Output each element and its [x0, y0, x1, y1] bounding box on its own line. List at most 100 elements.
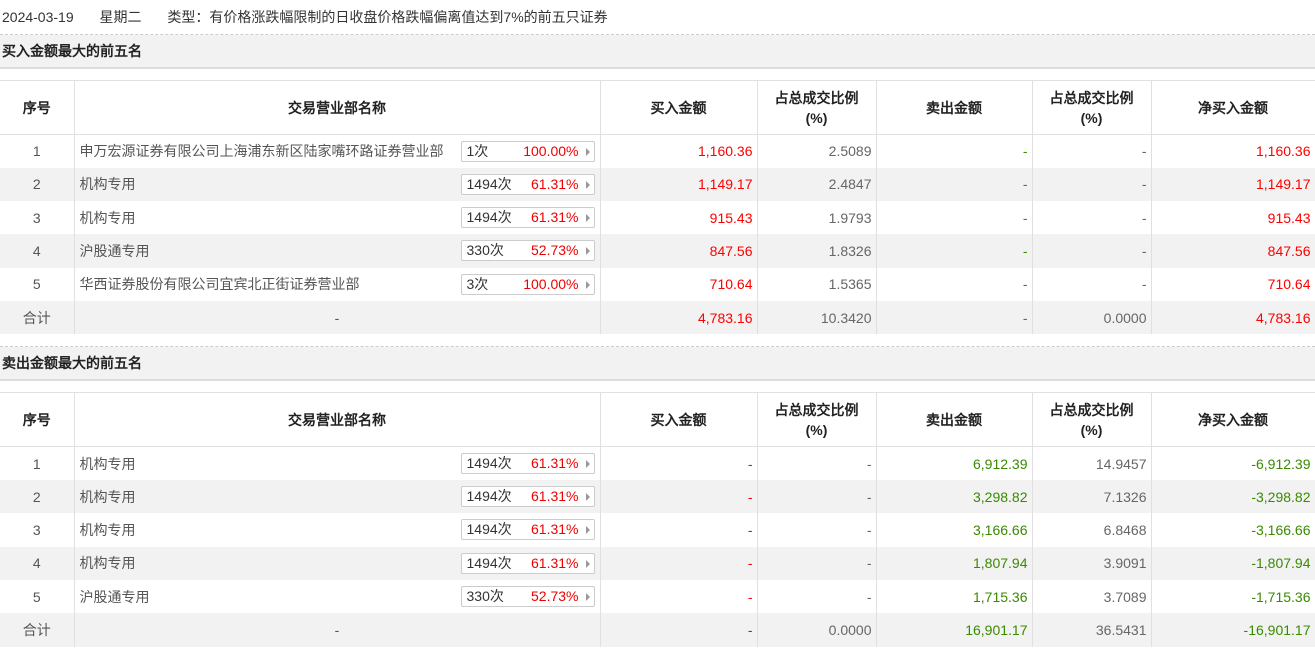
sell-ratio: -	[1032, 134, 1152, 168]
broker-stats-button[interactable]: 1494次 61.31%	[460, 552, 595, 574]
broker-name[interactable]: 华西证券股份有限公司宜宾北正街证券营业部	[79, 276, 360, 293]
sell-amount: 16,901.17	[876, 613, 1033, 647]
total-row: 合计 -4,783.16 10.3420-0.0000 4,783.16	[0, 300, 1315, 335]
times-count: 1494次	[466, 455, 512, 472]
broker-stats-button[interactable]: 330次 52.73%	[460, 585, 595, 607]
column-header-buy-ratio: 占总成交比例 (%)	[757, 392, 877, 448]
sell-ratio: 14.9457	[1032, 446, 1152, 481]
net-buy-amount: 1,149.17	[1151, 167, 1315, 202]
table-row: 1 机构专用 1494次 61.31% - -6,912.39 14.9457 -6,912.…	[0, 446, 1315, 481]
broker-name[interactable]: 机构专用	[79, 488, 136, 505]
table-row: 2 机构专用 1494次 61.31% - -3,298.82 7.1326 -3,298.8…	[0, 480, 1315, 514]
column-header-buy: 买入金额	[600, 392, 758, 448]
table-header: 序号 交易营业部名称 买入金额 占总成交比例 (%) 卖出金额 占总成交比例 (%) 净买入金额	[0, 80, 1315, 135]
caret-right-icon	[585, 148, 590, 156]
row-number: 4	[0, 546, 75, 580]
column-header-sell: 卖出金额	[876, 80, 1033, 135]
buy-ratio: 10.3420	[757, 300, 877, 335]
times-count: 1次	[466, 143, 489, 159]
sell-amount: -	[876, 201, 1033, 235]
sell-amount: -	[876, 300, 1033, 335]
buy-ratio: -	[757, 546, 877, 580]
column-header-buy: 买入金额	[600, 80, 758, 135]
row-number: 合计	[0, 300, 75, 335]
caret-right-icon	[585, 214, 590, 223]
row-number: 3	[0, 513, 75, 547]
sell-ratio: 6.8468	[1032, 513, 1152, 547]
broker-name[interactable]: 沪股通专用	[79, 588, 150, 605]
success-rate: 61.31%	[531, 455, 579, 472]
net-buy-amount: 4,783.16	[1151, 300, 1315, 335]
buy-section-title: 买入金额最大的前五名	[0, 35, 1315, 69]
broker-name[interactable]: 机构专用	[79, 209, 136, 226]
sell-amount: -	[876, 234, 1033, 268]
row-number: 合计	[0, 613, 75, 647]
times-count: 3次	[466, 275, 489, 292]
broker-stats-button[interactable]: 3次 100.00%	[460, 273, 595, 295]
sell-amount: -	[876, 167, 1033, 202]
net-buy-amount: -1,807.94	[1151, 546, 1315, 580]
buy-amount: 1,149.17	[600, 167, 758, 202]
broker-name: -	[74, 300, 601, 335]
table-row: 3 机构专用 1494次 61.31% 915.43 1.9793- -915.43	[0, 201, 1315, 235]
times-count: 330次	[466, 242, 504, 259]
caret-right-icon	[585, 180, 590, 189]
buy-amount: -	[600, 513, 758, 547]
broker-stats-button[interactable]: 330次 52.73%	[460, 240, 595, 262]
table-row: 5 华西证券股份有限公司宜宾北正街证券营业部 3次 100.00% 710.64 1.53…	[0, 267, 1315, 301]
success-rate: 52.73%	[531, 242, 579, 259]
sell-amount: -	[876, 267, 1033, 301]
broker-name[interactable]: 机构专用	[79, 555, 136, 572]
broker-stats-button[interactable]: 1次 100.00%	[460, 141, 595, 162]
success-rate: 52.73%	[531, 587, 579, 604]
times-count: 1494次	[466, 209, 512, 226]
row-number: 3	[0, 201, 75, 235]
column-header-net: 净买入金额	[1151, 80, 1315, 135]
buy-ratio: -	[757, 480, 877, 514]
broker-stats-button[interactable]: 1494次 61.31%	[460, 486, 595, 508]
column-header-no: 序号	[0, 80, 75, 135]
buy-amount: -	[600, 546, 758, 580]
buy-ratio: 1.9793	[757, 201, 877, 235]
broker-name[interactable]: 机构专用	[79, 455, 136, 472]
table-row: 3 机构专用 1494次 61.31% - -3,166.66 6.8468 -3,166.6…	[0, 513, 1315, 547]
buy-ratio: 0.0000	[757, 613, 877, 647]
weekday: 星期二	[99, 9, 142, 25]
sell-ratio: -	[1032, 234, 1152, 268]
table-row: 5 沪股通专用 330次 52.73% - -1,715.36 3.7089 -1,715.3…	[0, 579, 1315, 614]
net-buy-amount: 710.64	[1151, 267, 1315, 301]
sell-amount: 6,912.39	[876, 446, 1033, 481]
sell-ratio: -	[1032, 167, 1152, 202]
caret-right-icon	[585, 526, 590, 535]
row-number: 5	[0, 579, 75, 614]
sell-amount: 1,807.94	[876, 546, 1033, 580]
column-header-sell-ratio: 占总成交比例 (%)	[1032, 392, 1152, 448]
net-buy-amount: 915.43	[1151, 201, 1315, 235]
net-buy-amount: -1,715.36	[1151, 579, 1315, 614]
net-buy-amount: 847.56	[1151, 234, 1315, 268]
sell-ratio: 0.0000	[1032, 300, 1152, 335]
buy-amount: -	[600, 613, 758, 647]
broker-name[interactable]: 申万宏源证券有限公司上海浦东新区陆家嘴环路证券营业部	[79, 143, 444, 160]
column-header-name: 交易营业部名称	[74, 392, 601, 448]
buy-amount: 1,160.36	[600, 134, 758, 168]
buy-ratio: 2.4847	[757, 167, 877, 202]
net-buy-amount: 1,160.36	[1151, 134, 1315, 168]
column-header-net: 净买入金额	[1151, 392, 1315, 448]
net-buy-amount: -3,166.66	[1151, 513, 1315, 547]
success-rate: 61.31%	[531, 521, 579, 538]
sell-amount: 3,166.66	[876, 513, 1033, 547]
broker-name[interactable]: 机构专用	[79, 176, 136, 193]
broker-stats-button[interactable]: 1494次 61.31%	[460, 519, 595, 541]
broker-name[interactable]: 沪股通专用	[79, 243, 150, 260]
broker-stats-button[interactable]: 1494次 61.31%	[460, 207, 595, 229]
buy-amount: -	[600, 480, 758, 514]
buy-amount: -	[600, 446, 758, 481]
sell-ratio: 7.1326	[1032, 480, 1152, 514]
times-count: 1494次	[466, 488, 512, 505]
broker-stats-button[interactable]: 1494次 61.31%	[460, 453, 595, 475]
broker-stats-button[interactable]: 1494次 61.31%	[460, 173, 595, 195]
times-count: 1494次	[466, 554, 512, 571]
broker-name[interactable]: 机构专用	[79, 522, 136, 539]
caret-right-icon	[585, 592, 590, 601]
